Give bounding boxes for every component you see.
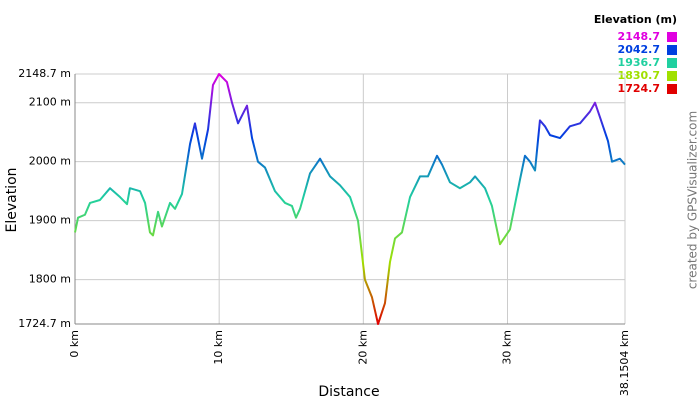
legend-swatch	[667, 58, 677, 68]
legend-title: Elevation (m)	[594, 13, 677, 26]
legend-label: 2148.7	[618, 30, 660, 43]
legend-label: 1830.7	[618, 69, 660, 82]
x-tick-label: 0 km	[68, 330, 81, 358]
x-axis-title: Distance	[318, 384, 379, 400]
legend-swatch	[667, 84, 677, 94]
legend-swatch	[667, 71, 677, 81]
x-tick-label: 10 km	[212, 330, 225, 365]
x-tick-label: 38.1504 km	[618, 330, 631, 396]
legend-swatch	[667, 32, 677, 42]
legend-swatch	[667, 45, 677, 55]
y-tick-label: 1724.7 m	[18, 317, 71, 330]
x-tick-label: 20 km	[356, 330, 369, 365]
y-tick-label: 1800 m	[29, 273, 71, 286]
y-axis-title: Elevation	[4, 167, 20, 232]
y-tick-label: 2148.7 m	[18, 67, 71, 80]
legend-label: 1936.7	[618, 56, 660, 69]
legend-label: 2042.7	[618, 43, 660, 56]
legend-label: 1724.7	[618, 82, 660, 95]
y-tick-label: 2000 m	[29, 155, 71, 168]
y-tick-label: 2100 m	[29, 96, 71, 109]
x-tick-label: 30 km	[500, 330, 513, 365]
y-tick-label: 1900 m	[29, 214, 71, 227]
credit: created by GPSVisualizer.com	[686, 111, 700, 289]
elevation-line	[74, 73, 626, 325]
